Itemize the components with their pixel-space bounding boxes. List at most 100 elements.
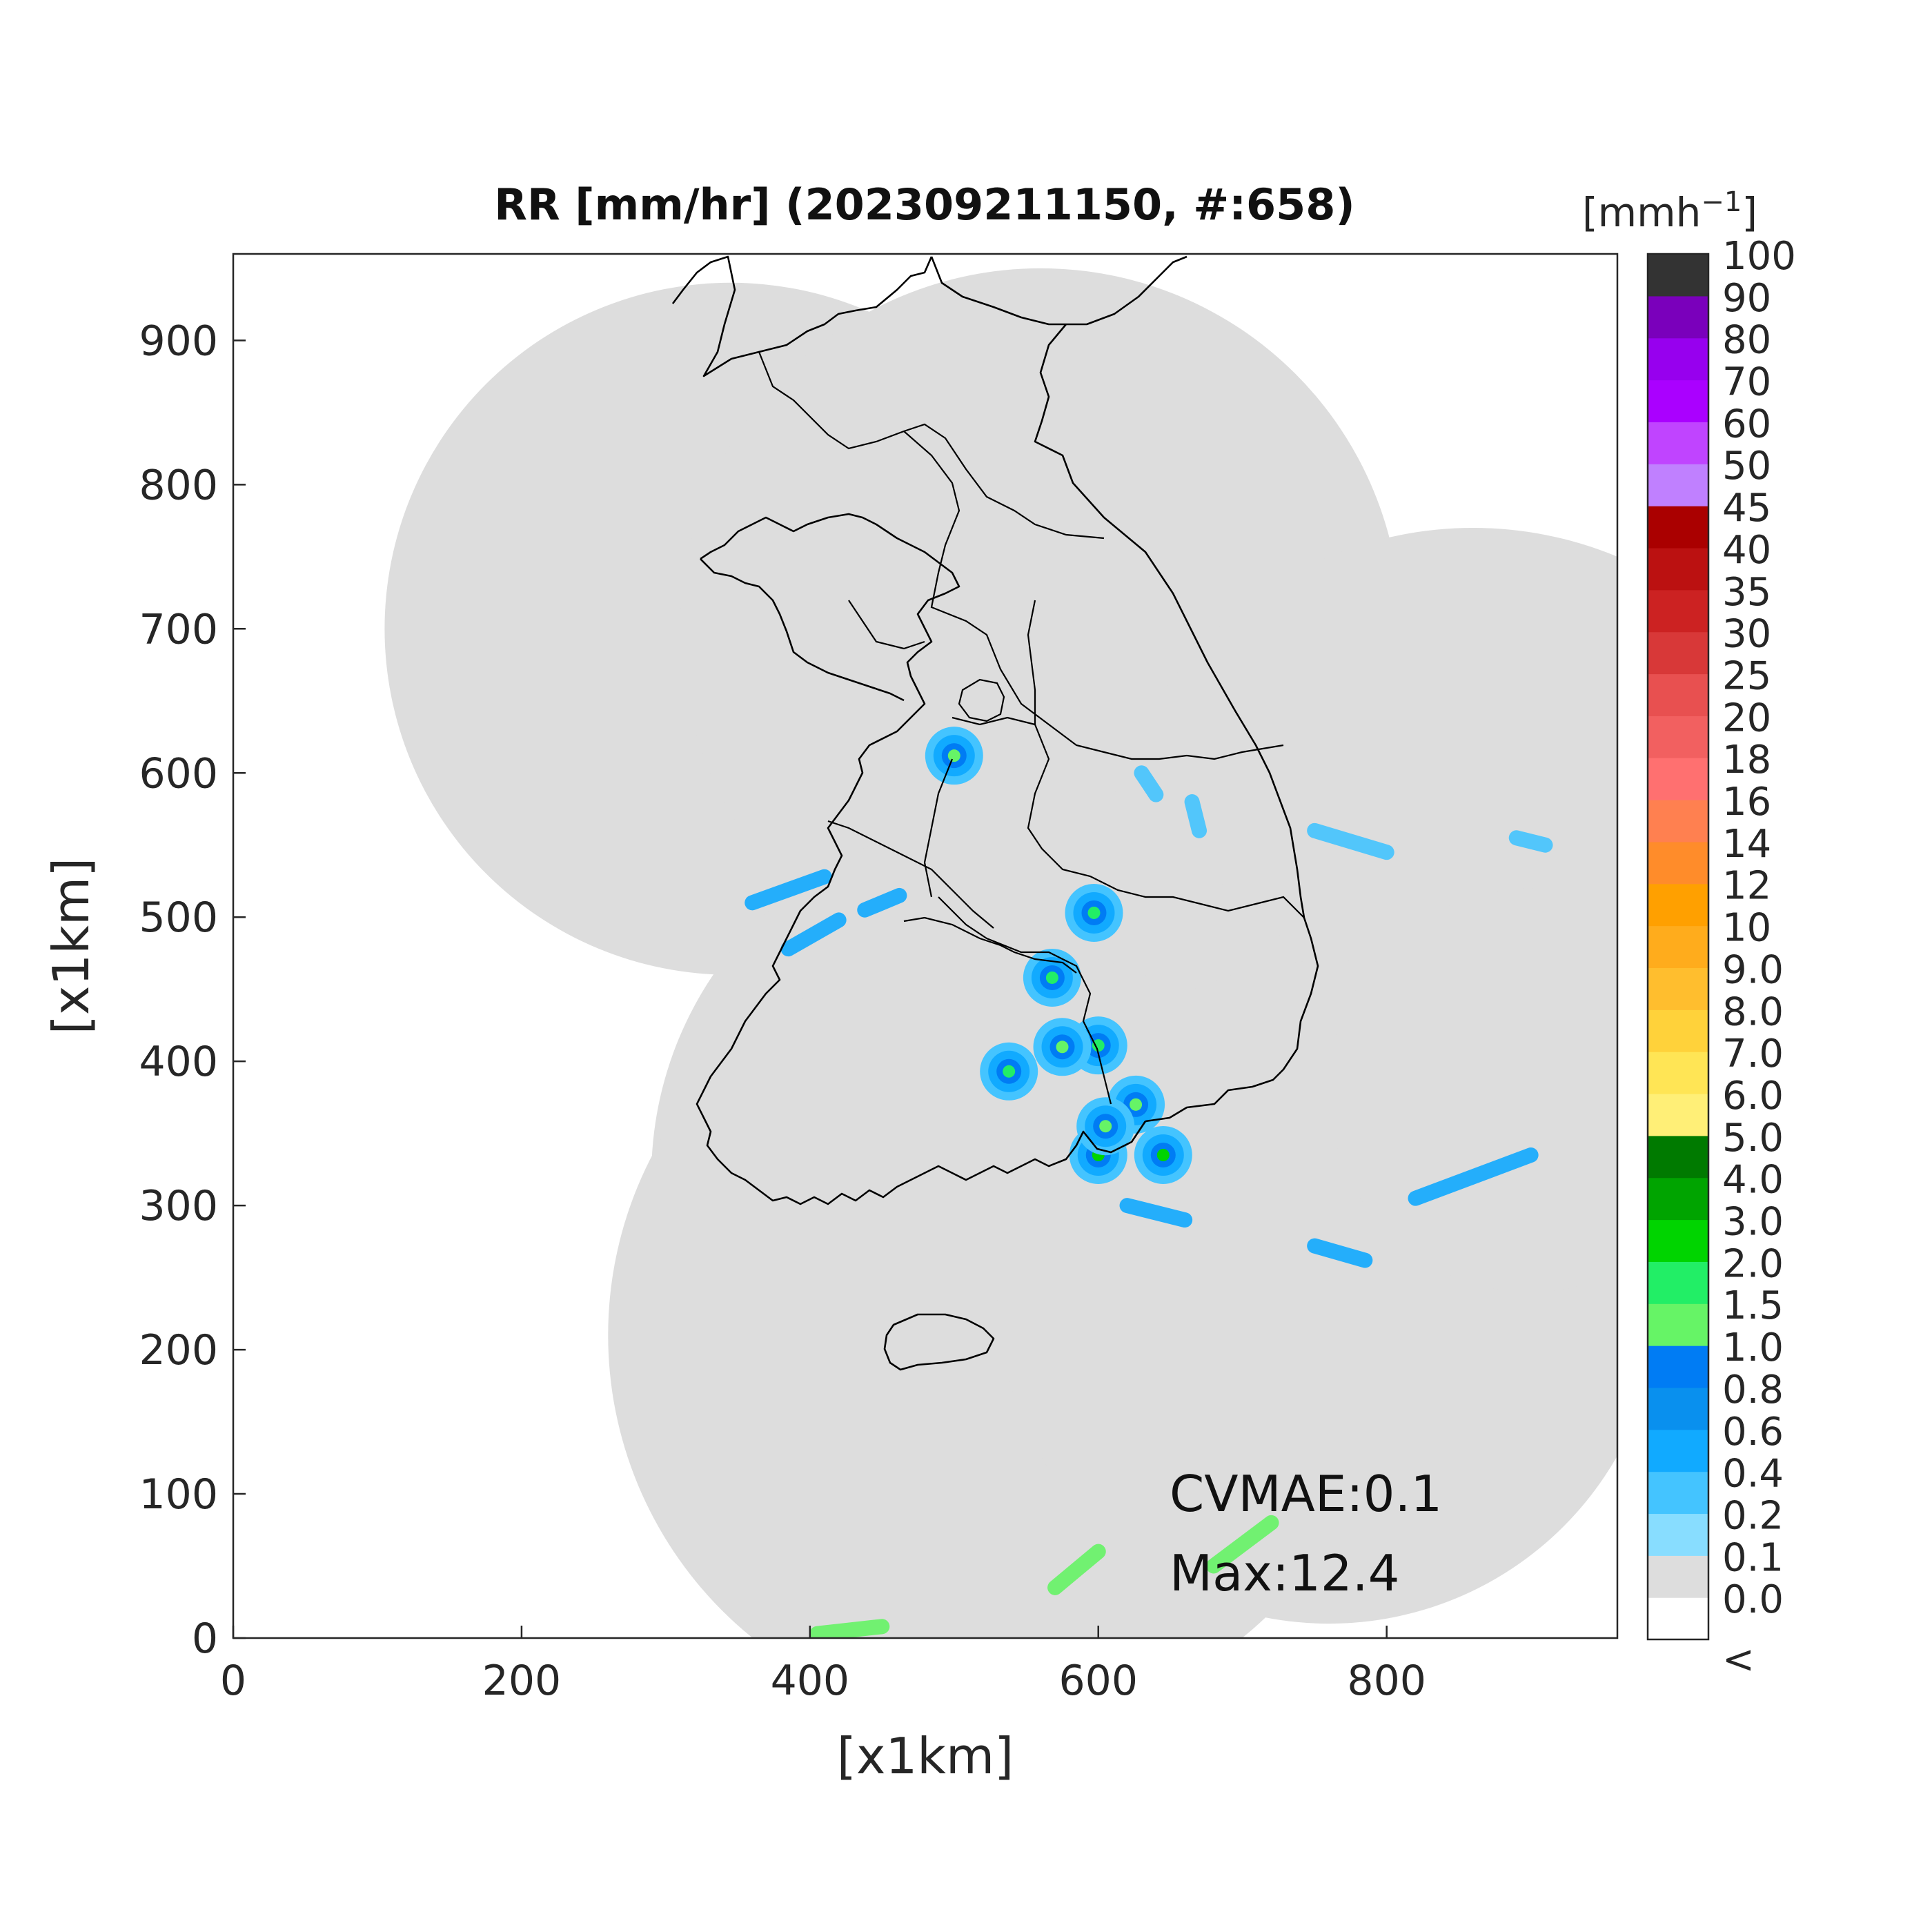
colorbar-label: 0.1 bbox=[1722, 1535, 1784, 1580]
korea-map-outline bbox=[671, 255, 1319, 1371]
colorbar-label: 90 bbox=[1722, 276, 1771, 321]
rain-cell-core bbox=[947, 749, 960, 762]
colorbar-segment bbox=[1648, 631, 1708, 675]
colorbar-segment bbox=[1648, 841, 1708, 885]
plot-frame bbox=[232, 253, 1619, 1639]
rain-band bbox=[1408, 1147, 1539, 1206]
colorbar-segment bbox=[1648, 883, 1708, 927]
rain-band bbox=[1508, 830, 1553, 853]
y-tick-label: 300 bbox=[139, 1182, 218, 1230]
colorbar-segment bbox=[1648, 673, 1708, 716]
rain-cell bbox=[1134, 1125, 1192, 1184]
x-tick-label: 600 bbox=[1058, 1657, 1138, 1705]
colorbar-segment bbox=[1648, 1387, 1708, 1430]
colorbar-unit-exponent: −1 bbox=[1701, 186, 1742, 218]
rain-cell-core bbox=[1056, 1041, 1069, 1054]
y-tick-label: 400 bbox=[139, 1038, 218, 1086]
colorbar-segment bbox=[1648, 800, 1708, 842]
colorbar-unit-base: [mmh bbox=[1582, 189, 1701, 236]
colorbar-label: 18 bbox=[1722, 738, 1771, 782]
province-boundaries bbox=[758, 351, 1305, 1105]
colorbar-label: 35 bbox=[1722, 570, 1771, 615]
rain-band bbox=[1119, 1198, 1193, 1228]
rain-band bbox=[745, 869, 832, 911]
colorbar-segment bbox=[1648, 295, 1708, 339]
colorbar-label: 80 bbox=[1722, 318, 1771, 363]
colorbar-segment bbox=[1648, 1303, 1708, 1346]
colorbar-unit: [mmh−1] bbox=[1582, 186, 1757, 236]
plot-area: 0 200 400 600 800 0 100 200 300 400 500 600 700 800 9… bbox=[139, 253, 1619, 1705]
colorbar-segment bbox=[1648, 1597, 1708, 1640]
rain-band bbox=[1184, 794, 1208, 838]
rain-band bbox=[780, 912, 847, 957]
y-tick-label: 0 bbox=[192, 1615, 218, 1663]
colorbar-segment bbox=[1648, 1009, 1708, 1052]
colorbar-label: 0.6 bbox=[1722, 1410, 1784, 1455]
rain-cell bbox=[1076, 1097, 1135, 1156]
colorbar-segment bbox=[1648, 337, 1708, 381]
y-tick-label: 100 bbox=[139, 1470, 218, 1519]
colorbar-segment bbox=[1648, 464, 1708, 506]
colorbar-segment bbox=[1648, 1093, 1708, 1136]
colorbar-label: 10 bbox=[1722, 906, 1771, 951]
colorbar-label: 14 bbox=[1722, 822, 1771, 867]
colorbar-segment bbox=[1648, 589, 1708, 633]
rain-cell bbox=[925, 727, 983, 785]
coastline-west bbox=[700, 513, 960, 1063]
rainfall-field bbox=[745, 727, 1553, 1638]
colorbar-segment bbox=[1648, 1261, 1708, 1304]
colorbar-segment bbox=[1648, 1135, 1708, 1179]
colorbar-segment bbox=[1648, 925, 1708, 969]
colorbar-unit-close: ] bbox=[1742, 189, 1757, 236]
rain-cell-core bbox=[1003, 1065, 1016, 1078]
colorbar-segment bbox=[1648, 1219, 1708, 1262]
colorbar-segment bbox=[1648, 379, 1708, 422]
colorbar: [mmh−1] <0.00.10.20.40.60.81.01.52.03.04… bbox=[1582, 186, 1796, 1682]
y-tick-label: 600 bbox=[139, 749, 218, 798]
x-tick-label: 800 bbox=[1347, 1657, 1426, 1705]
chart-title: RR [mm/hr] (202309211150, #:658) bbox=[494, 179, 1355, 230]
rain-band bbox=[1307, 1238, 1373, 1268]
x-tick-label: 400 bbox=[771, 1657, 850, 1705]
coastline-east bbox=[1034, 324, 1319, 1123]
colorbar-label: 0.8 bbox=[1722, 1368, 1784, 1412]
y-tick-label: 500 bbox=[139, 894, 218, 942]
colorbar-segment bbox=[1648, 1429, 1708, 1472]
colorbar-segment bbox=[1648, 1346, 1708, 1388]
rain-band bbox=[1134, 765, 1164, 802]
rain-cell-core bbox=[1092, 1039, 1105, 1052]
rain-cell-core bbox=[1045, 971, 1058, 984]
colorbar-label: 3.0 bbox=[1722, 1200, 1784, 1245]
x-axis-label: [x1km] bbox=[837, 1727, 1014, 1785]
colorbar-segment bbox=[1648, 1177, 1708, 1221]
colorbar-segment bbox=[1648, 1052, 1708, 1094]
colorbar-label: 25 bbox=[1722, 653, 1771, 698]
colorbar-label: 5.0 bbox=[1722, 1116, 1784, 1161]
coastline-south bbox=[696, 1062, 1147, 1205]
colorbar-label: 0.4 bbox=[1722, 1452, 1784, 1497]
coastline-north-west bbox=[700, 558, 905, 702]
colorbar-segment bbox=[1648, 422, 1708, 464]
colorbar-label: 50 bbox=[1722, 444, 1771, 489]
colorbar-segment bbox=[1648, 254, 1708, 297]
colorbar-label: 60 bbox=[1722, 402, 1771, 446]
colorbar-label: 40 bbox=[1722, 528, 1771, 573]
x-tick-label: 0 bbox=[220, 1657, 246, 1705]
colorbar-segment bbox=[1648, 716, 1708, 758]
colorbar-label: 1.5 bbox=[1722, 1283, 1784, 1328]
colorbar-label: 20 bbox=[1722, 696, 1771, 740]
rain-cell bbox=[1065, 883, 1123, 942]
colorbar-label: 2.0 bbox=[1722, 1241, 1784, 1286]
colorbar-segments bbox=[1648, 254, 1708, 1640]
jeju-island bbox=[883, 1313, 995, 1371]
radar-coverage-circle bbox=[1329, 888, 1617, 1292]
rain-band bbox=[1047, 1544, 1106, 1595]
rain-cell-core bbox=[1156, 1148, 1170, 1161]
colorbar-label: 8.0 bbox=[1722, 989, 1784, 1034]
colorbar-label: < bbox=[1722, 1637, 1755, 1682]
colorbar-segment bbox=[1648, 758, 1708, 800]
colorbar-label: 6.0 bbox=[1722, 1074, 1784, 1118]
max-annotation: Max:12.4 bbox=[1170, 1544, 1399, 1602]
rain-band bbox=[857, 887, 907, 918]
